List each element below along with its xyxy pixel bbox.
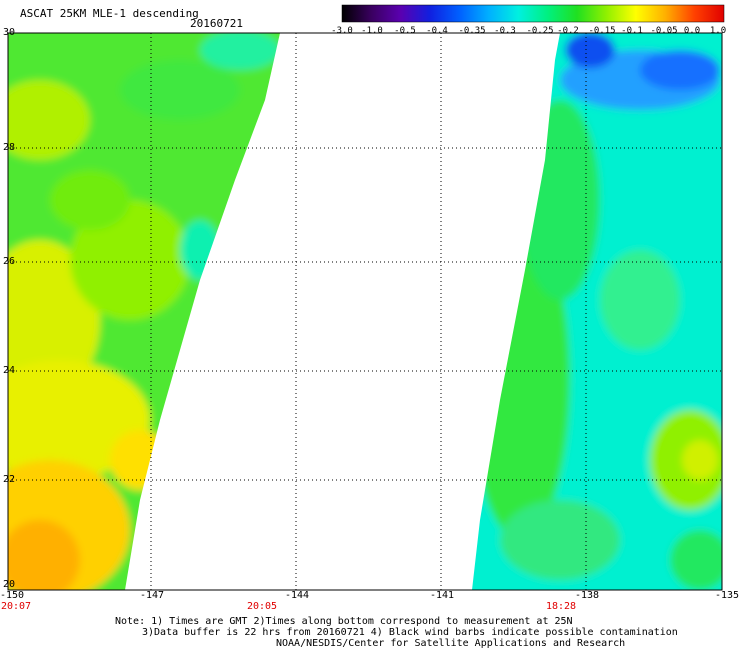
lat-tick: 30 bbox=[3, 27, 16, 38]
colorbar-label: -0.2 bbox=[557, 26, 579, 36]
lon-tick: -135 bbox=[714, 590, 740, 601]
lat-tick: 22 bbox=[3, 474, 16, 485]
lat-tick: 24 bbox=[3, 365, 16, 376]
lat-tick: 28 bbox=[3, 142, 16, 153]
time-label: 20:07 bbox=[0, 601, 32, 612]
colorbar-label: -3.0 bbox=[331, 26, 353, 36]
colorbar bbox=[341, 4, 725, 23]
time-label: 20:05 bbox=[246, 601, 278, 612]
colorbar-label: -0.5 bbox=[394, 26, 416, 36]
map-frame bbox=[7, 32, 723, 591]
note-line: 3)Data buffer is 22 hrs from 20160721 4)… bbox=[142, 627, 678, 638]
right-swath bbox=[472, 33, 722, 590]
colorbar-label: -0.35 bbox=[458, 26, 486, 36]
left-swath bbox=[8, 33, 280, 590]
lon-tick: -138 bbox=[574, 590, 600, 601]
map-date: 20160721 bbox=[190, 17, 243, 30]
time-label: 18:28 bbox=[545, 601, 577, 612]
colorbar-label: -0.25 bbox=[526, 26, 554, 36]
lon-tick: -150 bbox=[0, 590, 25, 601]
note-line: Note: 1) Times are GMT 2)Times along bot… bbox=[115, 616, 573, 627]
colorbar-label: -0.4 bbox=[426, 26, 448, 36]
lat-tick: 20 bbox=[3, 579, 16, 590]
colorbar-label: -0.3 bbox=[494, 26, 516, 36]
map-title: ASCAT 25KM MLE-1 descending bbox=[20, 7, 199, 20]
note-line: NOAA/NESDIS/Center for Satellite Applica… bbox=[276, 638, 626, 649]
colorbar-gradient bbox=[341, 4, 725, 23]
colorbar-label: -1.0 bbox=[361, 26, 383, 36]
lat-tick: 26 bbox=[3, 256, 16, 267]
lon-tick: -147 bbox=[139, 590, 165, 601]
lon-tick: -144 bbox=[284, 590, 310, 601]
grid bbox=[8, 33, 722, 590]
colorbar-label: -0.15 bbox=[588, 26, 616, 36]
colorbar-label: 1.0 bbox=[709, 26, 727, 36]
colorbar-label: -0.1 bbox=[621, 26, 643, 36]
colorbar-label: -0.05 bbox=[650, 26, 678, 36]
lon-tick: -141 bbox=[429, 590, 455, 601]
colorbar-label: 0.0 bbox=[683, 26, 701, 36]
